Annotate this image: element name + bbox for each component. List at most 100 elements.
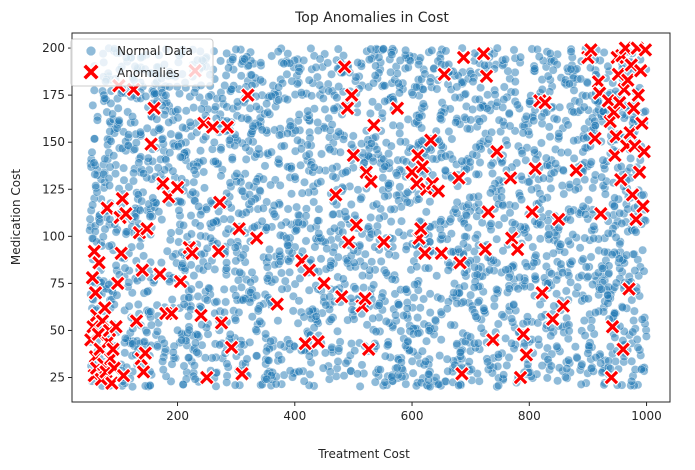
normal-data-point: [537, 112, 547, 122]
anomaly-point: [389, 99, 406, 117]
normal-data-point: [387, 50, 397, 60]
normal-data-point: [513, 284, 523, 294]
legend-normal-label: Normal Data: [117, 44, 193, 58]
normal-data-point: [252, 351, 261, 361]
normal-data-point: [401, 284, 411, 294]
normal-data-point: [230, 380, 240, 390]
normal-data-point: [563, 147, 573, 157]
normal-data-point: [276, 355, 286, 365]
anomaly-point: [296, 335, 314, 352]
x-tick-label: 600: [401, 409, 424, 423]
normal-data-point: [517, 148, 527, 158]
normal-data-point: [311, 62, 321, 72]
normal-data-point: [598, 155, 608, 165]
normal-data-point: [109, 151, 119, 161]
normal-data-point: [502, 360, 512, 370]
normal-data-point: [501, 265, 511, 275]
normal-data-point: [429, 63, 439, 73]
normal-data-point: [377, 108, 387, 118]
normal-data-point: [221, 70, 231, 80]
anomaly-point: [97, 363, 115, 381]
anomaly-point: [435, 66, 453, 83]
anomaly-point: [145, 99, 163, 117]
normal-data-point: [165, 148, 175, 158]
normal-data-point: [162, 246, 172, 256]
normal-data-point: [510, 77, 520, 87]
normal-data-point: [251, 325, 261, 335]
normal-data-point: [252, 291, 262, 301]
normal-data-point: [507, 314, 517, 324]
normal-data-point: [394, 300, 404, 310]
anomaly-point: [315, 275, 333, 292]
anomaly-point: [488, 143, 506, 160]
normal-data-point: [470, 262, 480, 272]
normal-data-point: [436, 294, 446, 304]
anomaly-point: [416, 244, 434, 262]
normal-data-point: [468, 77, 478, 87]
normal-data-point: [546, 361, 556, 371]
normal-data-point: [386, 217, 396, 227]
normal-data-point: [111, 227, 121, 237]
normal-data-point: [381, 316, 391, 326]
normal-data-point: [523, 312, 532, 322]
normal-data-point: [294, 367, 304, 376]
normal-data-point: [366, 138, 376, 148]
anomaly-point: [604, 318, 621, 336]
normal-data-point: [124, 182, 134, 192]
normal-data-point: [204, 92, 214, 102]
normal-data-point: [100, 93, 110, 103]
normal-data-point: [283, 204, 293, 214]
normal-data-point: [270, 275, 280, 285]
normal-data-point: [628, 327, 638, 337]
normal-data-point: [164, 117, 174, 127]
normal-data-point: [105, 181, 114, 190]
anomaly-point: [615, 81, 633, 98]
normal-data-point: [285, 366, 295, 376]
normal-data-point: [225, 329, 235, 339]
normal-data-point: [334, 82, 344, 92]
normal-data-point: [303, 140, 313, 150]
normal-data-point: [230, 243, 240, 253]
normal-data-point: [271, 379, 281, 389]
anomaly-point: [478, 67, 495, 85]
normal-data-point: [558, 268, 568, 278]
normal-data-point: [211, 102, 221, 112]
normal-data-point: [347, 140, 356, 150]
normal-data-point: [316, 254, 326, 264]
normal-data-point: [443, 265, 453, 275]
normal-data-point: [405, 56, 415, 66]
normal-data-point: [237, 113, 247, 123]
anomaly-point: [412, 220, 430, 238]
normal-data-point: [338, 274, 348, 284]
normal-data-point: [222, 359, 232, 369]
normal-data-point: [286, 121, 295, 131]
anomaly-point: [479, 203, 497, 221]
normal-data-point: [584, 195, 594, 205]
normal-data-point: [357, 139, 366, 149]
normal-data-point: [327, 120, 337, 130]
normal-data-point: [326, 260, 336, 270]
normal-data-point: [341, 358, 351, 368]
normal-data-point: [107, 109, 117, 119]
normal-data-point: [323, 58, 333, 68]
anomaly-point: [142, 135, 160, 153]
normal-data-point: [522, 261, 532, 271]
normal-data-point: [494, 220, 504, 230]
normal-data-point: [497, 158, 507, 168]
normal-data-point: [629, 316, 639, 326]
anomaly-point: [198, 369, 216, 386]
normal-data-point: [283, 128, 292, 138]
normal-data-point: [610, 193, 620, 203]
normal-data-point: [260, 161, 270, 171]
normal-data-point: [120, 263, 130, 273]
normal-data-point: [111, 169, 120, 179]
normal-data-point: [484, 134, 494, 144]
normal-data-point: [408, 368, 418, 378]
normal-data-point: [321, 300, 331, 310]
normal-data-point: [583, 294, 593, 304]
normal-data-point: [542, 343, 552, 353]
normal-data-point: [555, 102, 565, 112]
normal-data-point: [386, 204, 396, 214]
anomaly-point: [248, 229, 266, 247]
normal-data-point: [535, 234, 545, 244]
